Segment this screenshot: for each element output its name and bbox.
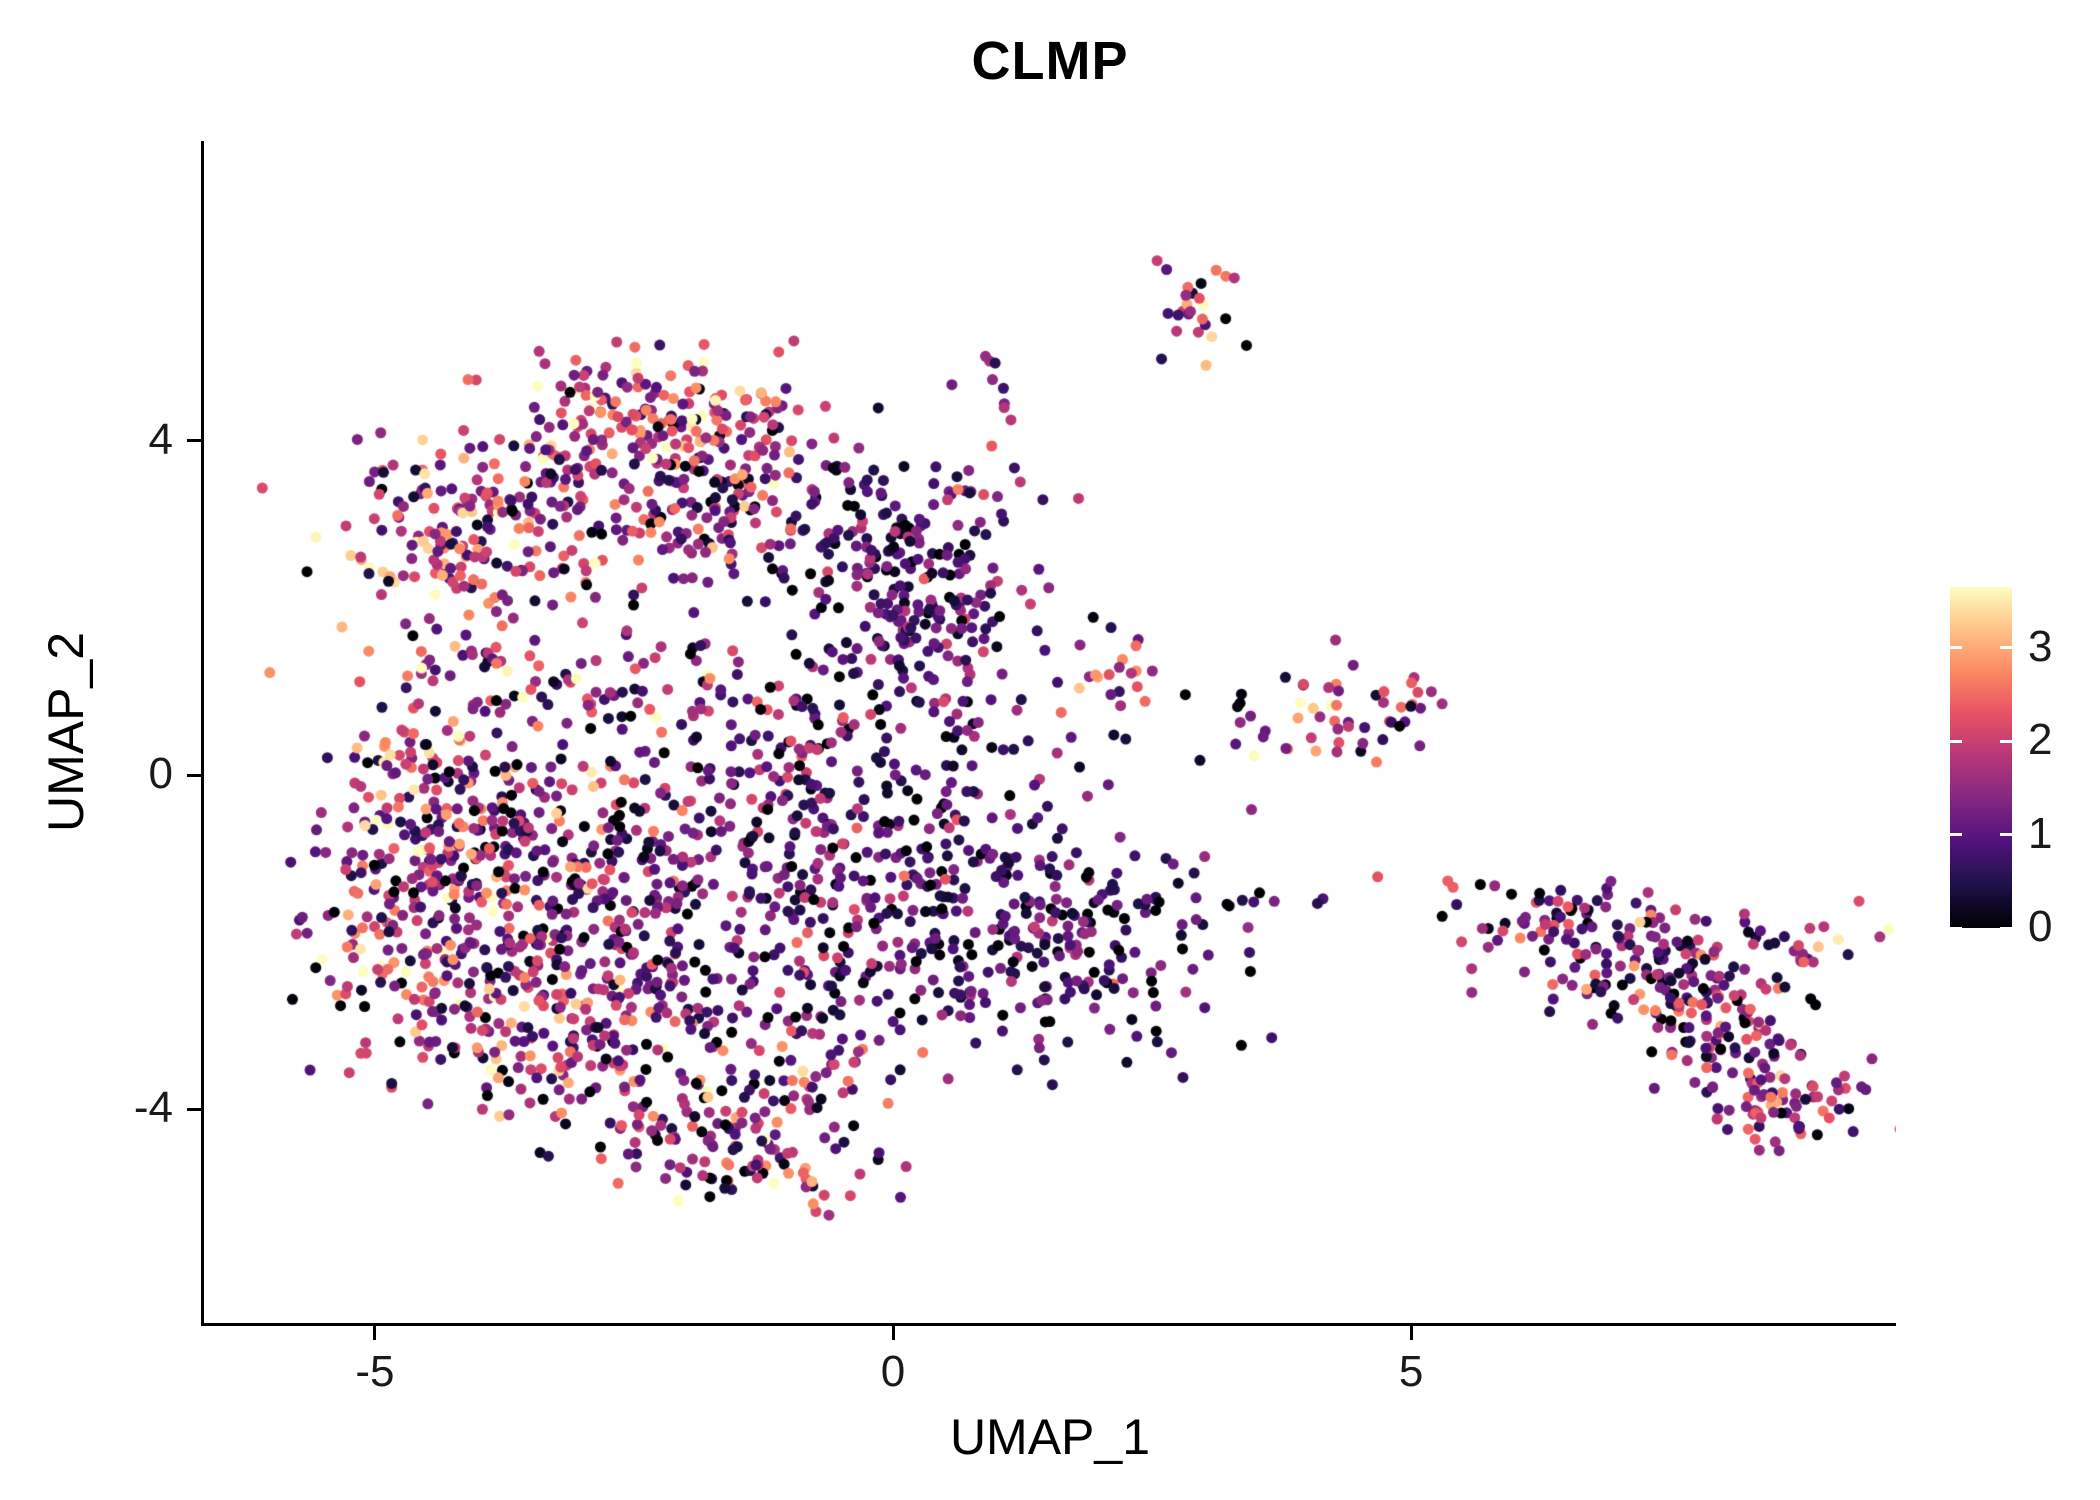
y-tick-mark <box>187 773 201 777</box>
colorbar-tick-mark <box>1950 646 1962 650</box>
x-tick-mark <box>373 1326 377 1340</box>
x-tick-mark <box>891 1326 895 1340</box>
colorbar-tick-mark <box>1950 926 1962 930</box>
colorbar-tick-label: 2 <box>2028 715 2053 765</box>
x-axis-label: UMAP_1 <box>949 1409 1151 1465</box>
plot-title: CLMP <box>971 31 1129 91</box>
colorbar-tick-mark <box>2000 833 2012 837</box>
x-tick-label: 0 <box>880 1347 906 1396</box>
colorbar-tick-mark <box>2000 646 2012 650</box>
y-tick-mark <box>187 1107 201 1111</box>
colorbar <box>1950 587 2012 930</box>
colorbar-tick-mark <box>1950 833 1962 837</box>
x-tick-mark <box>1409 1326 1413 1340</box>
y-axis-label: UMAP_2 <box>38 631 94 833</box>
y-tick-label: 0 <box>148 749 173 799</box>
colorbar-tick-label: 1 <box>2028 808 2053 858</box>
scatter-canvas <box>204 141 1896 1323</box>
colorbar-tick-mark <box>1950 739 1962 743</box>
colorbar-gradient <box>1950 587 2012 928</box>
x-tick-label: -5 <box>355 1347 395 1396</box>
x-tick-label: 5 <box>1398 1347 1424 1396</box>
colorbar-tick-mark <box>2000 739 2012 743</box>
colorbar-tick-label: 0 <box>2028 902 2053 951</box>
colorbar-tick-mark <box>2000 926 2012 930</box>
plot-panel <box>201 141 1896 1326</box>
colorbar-tick-label: 3 <box>2028 621 2053 671</box>
y-tick-label: 4 <box>148 414 173 464</box>
y-tick-label: -4 <box>133 1083 173 1133</box>
y-tick-mark <box>187 439 201 443</box>
